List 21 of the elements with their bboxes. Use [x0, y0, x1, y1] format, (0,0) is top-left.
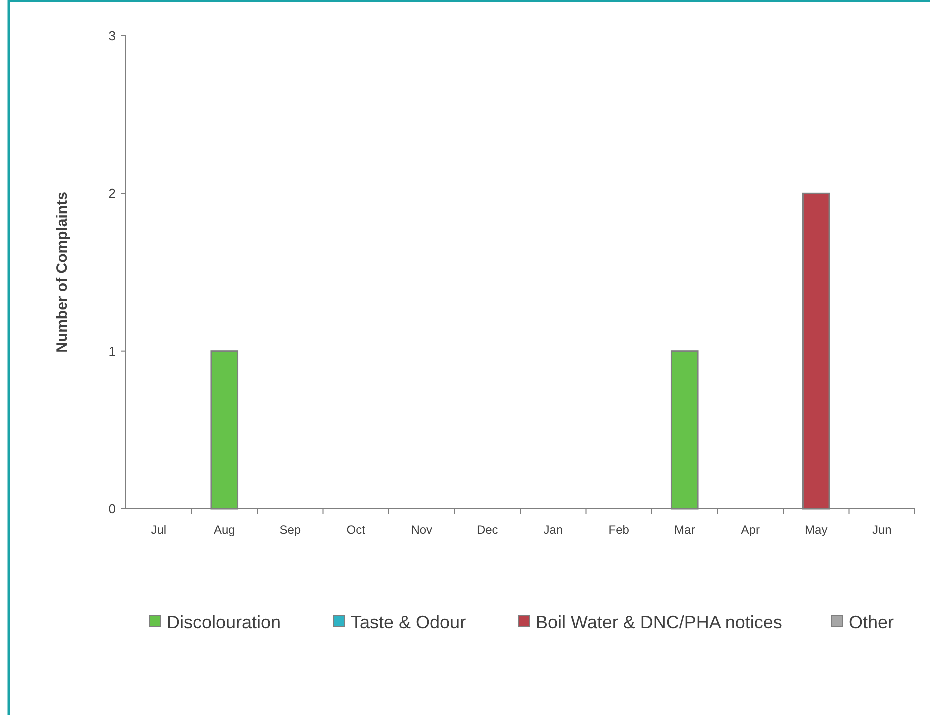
x-tick-label: Dec — [476, 523, 498, 537]
x-tick-label: Jul — [151, 523, 167, 537]
x-tick-label: Feb — [608, 523, 630, 537]
x-tick-label: Jan — [544, 523, 564, 537]
legend-label: Other — [849, 612, 894, 632]
y-tick-label: 1 — [108, 344, 116, 359]
x-tick-label: Mar — [674, 523, 696, 537]
x-tick-label: Nov — [411, 523, 433, 537]
y-tick-label: 2 — [108, 186, 116, 202]
x-tick-label: Oct — [346, 523, 366, 537]
y-axis-title: Number of Complaints — [54, 192, 71, 353]
x-tick-label: Aug — [214, 523, 236, 537]
x-tick-label: Sep — [280, 523, 302, 537]
y-tick-label: 3 — [108, 28, 116, 44]
legend-label: Discolouration — [167, 612, 282, 632]
x-tick-label: Jun — [872, 523, 892, 537]
y-tick-label: 0 — [108, 502, 116, 517]
x-tick-label: Apr — [741, 523, 760, 537]
x-tick-label: May — [805, 523, 828, 537]
legend-label: Boil Water & DNC/PHA notices — [536, 612, 782, 632]
legend-label: Taste & Odour — [351, 612, 466, 632]
